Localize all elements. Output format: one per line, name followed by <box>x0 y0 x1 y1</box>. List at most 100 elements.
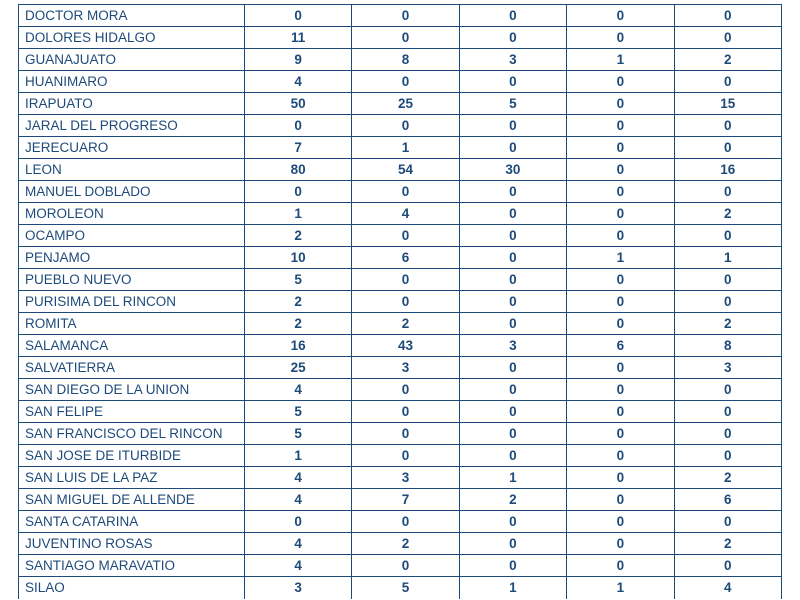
value-cell: 0 <box>567 533 674 555</box>
value-cell: 0 <box>674 401 781 423</box>
value-cell: 0 <box>352 71 459 93</box>
value-cell: 7 <box>352 489 459 511</box>
value-cell: 0 <box>567 115 674 137</box>
value-cell: 0 <box>459 269 566 291</box>
value-cell: 0 <box>674 71 781 93</box>
value-cell: 0 <box>352 445 459 467</box>
value-cell: 0 <box>674 555 781 577</box>
value-cell: 0 <box>352 401 459 423</box>
value-cell: 0 <box>352 423 459 445</box>
value-cell: 4 <box>674 577 781 599</box>
municipio-cell: MOROLEON <box>19 203 245 225</box>
value-cell: 0 <box>567 181 674 203</box>
value-cell: 1 <box>459 467 566 489</box>
table-container: DOCTOR MORA00000DOLORES HIDALGO110000GUA… <box>0 0 800 600</box>
value-cell: 0 <box>567 291 674 313</box>
table-row: PUEBLO NUEVO50000 <box>19 269 782 291</box>
value-cell: 2 <box>459 489 566 511</box>
value-cell: 0 <box>567 467 674 489</box>
value-cell: 0 <box>352 511 459 533</box>
value-cell: 1 <box>352 137 459 159</box>
value-cell: 0 <box>244 115 351 137</box>
value-cell: 0 <box>352 269 459 291</box>
table-row: GUANAJUATO98312 <box>19 49 782 71</box>
municipio-cell: SALVATIERRA <box>19 357 245 379</box>
value-cell: 0 <box>567 423 674 445</box>
value-cell: 0 <box>567 71 674 93</box>
table-row: SAN FELIPE50000 <box>19 401 782 423</box>
value-cell: 3 <box>459 335 566 357</box>
table-row: SAN FRANCISCO DEL RINCON50000 <box>19 423 782 445</box>
municipio-cell: JARAL DEL PROGRESO <box>19 115 245 137</box>
value-cell: 0 <box>459 291 566 313</box>
value-cell: 0 <box>459 5 566 27</box>
value-cell: 0 <box>459 115 566 137</box>
value-cell: 16 <box>244 335 351 357</box>
table-row: JERECUARO71000 <box>19 137 782 159</box>
value-cell: 0 <box>352 27 459 49</box>
value-cell: 2 <box>244 313 351 335</box>
value-cell: 0 <box>674 137 781 159</box>
value-cell: 8 <box>674 335 781 357</box>
municipio-cell: JERECUARO <box>19 137 245 159</box>
table-row: IRAPUATO50255015 <box>19 93 782 115</box>
value-cell: 4 <box>244 379 351 401</box>
value-cell: 0 <box>459 511 566 533</box>
value-cell: 1 <box>459 577 566 599</box>
municipio-cell: GUANAJUATO <box>19 49 245 71</box>
value-cell: 80 <box>244 159 351 181</box>
value-cell: 10 <box>244 247 351 269</box>
table-row: SILAO35114 <box>19 577 782 599</box>
value-cell: 0 <box>567 489 674 511</box>
municipio-cell: SALAMANCA <box>19 335 245 357</box>
table-row: MOROLEON14002 <box>19 203 782 225</box>
value-cell: 4 <box>244 467 351 489</box>
municipio-cell: SAN DIEGO DE LA UNION <box>19 379 245 401</box>
value-cell: 2 <box>244 291 351 313</box>
value-cell: 6 <box>674 489 781 511</box>
municipio-cell: SAN LUIS DE LA PAZ <box>19 467 245 489</box>
value-cell: 5 <box>352 577 459 599</box>
value-cell: 7 <box>244 137 351 159</box>
table-row: SAN LUIS DE LA PAZ43102 <box>19 467 782 489</box>
table-row: JUVENTINO ROSAS42002 <box>19 533 782 555</box>
value-cell: 4 <box>244 533 351 555</box>
value-cell: 0 <box>674 269 781 291</box>
municipio-cell: SAN MIGUEL DE ALLENDE <box>19 489 245 511</box>
table-row: OCAMPO20000 <box>19 225 782 247</box>
value-cell: 0 <box>674 423 781 445</box>
value-cell: 0 <box>459 379 566 401</box>
value-cell: 54 <box>352 159 459 181</box>
value-cell: 3 <box>244 577 351 599</box>
value-cell: 0 <box>244 5 351 27</box>
value-cell: 0 <box>674 379 781 401</box>
value-cell: 0 <box>674 115 781 137</box>
table-row: JARAL DEL PROGRESO00000 <box>19 115 782 137</box>
value-cell: 0 <box>459 247 566 269</box>
table-row: SANTA CATARINA00000 <box>19 511 782 533</box>
value-cell: 4 <box>244 489 351 511</box>
table-row: SANTIAGO MARAVATIO40000 <box>19 555 782 577</box>
value-cell: 3 <box>674 357 781 379</box>
table-row: HUANIMARO40000 <box>19 71 782 93</box>
value-cell: 0 <box>567 379 674 401</box>
value-cell: 30 <box>459 159 566 181</box>
value-cell: 0 <box>459 555 566 577</box>
municipio-cell: ROMITA <box>19 313 245 335</box>
value-cell: 5 <box>244 423 351 445</box>
value-cell: 25 <box>352 93 459 115</box>
value-cell: 43 <box>352 335 459 357</box>
value-cell: 1 <box>244 203 351 225</box>
value-cell: 0 <box>244 511 351 533</box>
table-row: SALVATIERRA253003 <box>19 357 782 379</box>
municipio-cell: MANUEL DOBLADO <box>19 181 245 203</box>
value-cell: 4 <box>352 203 459 225</box>
municipio-cell: PUEBLO NUEVO <box>19 269 245 291</box>
value-cell: 0 <box>352 291 459 313</box>
value-cell: 0 <box>567 159 674 181</box>
value-cell: 9 <box>244 49 351 71</box>
table-row: DOCTOR MORA00000 <box>19 5 782 27</box>
value-cell: 5 <box>244 401 351 423</box>
value-cell: 0 <box>459 313 566 335</box>
value-cell: 16 <box>674 159 781 181</box>
